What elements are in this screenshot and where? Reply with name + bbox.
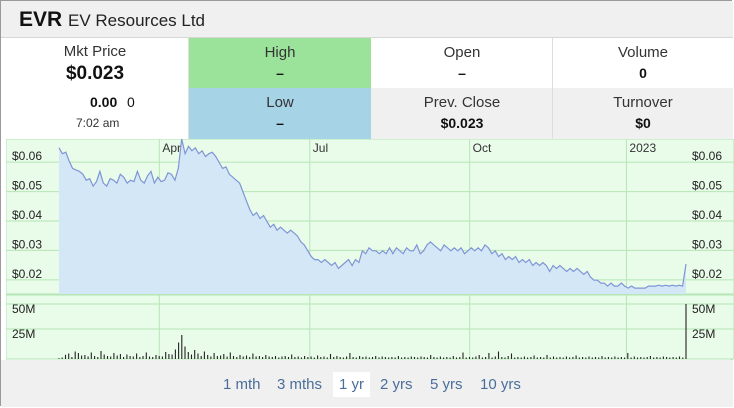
quote-grid: Mkt Price $0.023 0.00 0 7:02 am High – L… (1, 38, 733, 139)
low-cell: Low – (189, 88, 371, 139)
price-volume-chart[interactable]: Apr Jul Oct 2023 $0.06 $0.06 $0.05 $0.05 $0.04 $0… (6, 139, 734, 360)
mkt-price-value: $0.023 (65, 63, 125, 84)
volume-label: Volume (617, 44, 669, 61)
high-cell: High – (189, 38, 371, 88)
open-cell: Open – (371, 38, 553, 88)
y-tick-label-left: $0.05 (12, 179, 42, 193)
high-label: High (264, 44, 296, 61)
prev-close-cell: Prev. Close $0.023 (371, 88, 553, 139)
x-tick-label: 2023 (629, 141, 656, 155)
volume-value: 0 (639, 65, 647, 81)
title-bar: EVR EV Resources Ltd (1, 1, 733, 38)
low-value: – (276, 115, 284, 131)
range-option-1-yr[interactable]: 1 yr (333, 372, 371, 397)
price-change: 0.00 (90, 94, 118, 110)
y-tick-label-right: $0.04 (692, 208, 722, 222)
price-line (58, 139, 687, 289)
price-area (59, 139, 686, 294)
range-option-3-mths[interactable]: 3 mths (277, 376, 323, 393)
turnover-value: $0 (635, 115, 651, 131)
y-tick-label-left: $0.03 (12, 237, 42, 251)
turnover-cell: Turnover $0 (553, 88, 733, 139)
prev-close-value: $0.023 (440, 115, 484, 131)
open-label: Open (443, 44, 481, 61)
y-tick-label-right: $0.05 (692, 179, 722, 193)
x-tick-label: Jul (313, 141, 328, 155)
y-tick-label-right: $0.03 (692, 237, 722, 251)
mkt-price-cell: Mkt Price $0.023 0.00 0 7:02 am (1, 38, 189, 139)
high-value: – (276, 65, 284, 81)
y-tick-label-left: $0.02 (12, 267, 42, 281)
mkt-price-label: Mkt Price (63, 43, 127, 60)
volume-panel-bg (6, 294, 734, 360)
ticker-symbol: EVR (19, 8, 63, 31)
prev-close-label: Prev. Close (423, 94, 501, 111)
range-option-10-yrs[interactable]: 10 yrs (480, 376, 521, 393)
volume-cell: Volume 0 (553, 38, 733, 88)
y-tick-label-right: $0.06 (692, 149, 722, 163)
quote-time: 7:02 am (76, 116, 120, 130)
range-option-5-yrs[interactable]: 5 yrs (430, 376, 463, 393)
range-option-1-mth[interactable]: 1 mth (223, 376, 261, 393)
price-change-percent: 0 (127, 94, 135, 110)
x-tick-label: Oct (473, 141, 492, 155)
volume-tick-label-left: 50M (12, 302, 35, 316)
volume-tick-label-left: 25M (12, 327, 35, 341)
turnover-label: Turnover (613, 94, 673, 111)
y-tick-label-right: $0.02 (692, 267, 722, 281)
open-value: – (458, 65, 466, 81)
volume-tick-label-right: 50M (692, 302, 715, 316)
y-tick-label-left: $0.04 (12, 208, 42, 222)
range-selector: 1 mth 3 mths 1 yr 2 yrs 5 yrs 10 yrs (1, 360, 733, 407)
y-tick-label-left: $0.06 (12, 149, 42, 163)
low-label: Low (266, 94, 294, 111)
range-option-2-yrs[interactable]: 2 yrs (380, 376, 413, 393)
x-tick-label: Apr (162, 141, 181, 155)
company-name: EV Resources Ltd (68, 11, 206, 30)
volume-tick-label-right: 25M (692, 327, 715, 341)
